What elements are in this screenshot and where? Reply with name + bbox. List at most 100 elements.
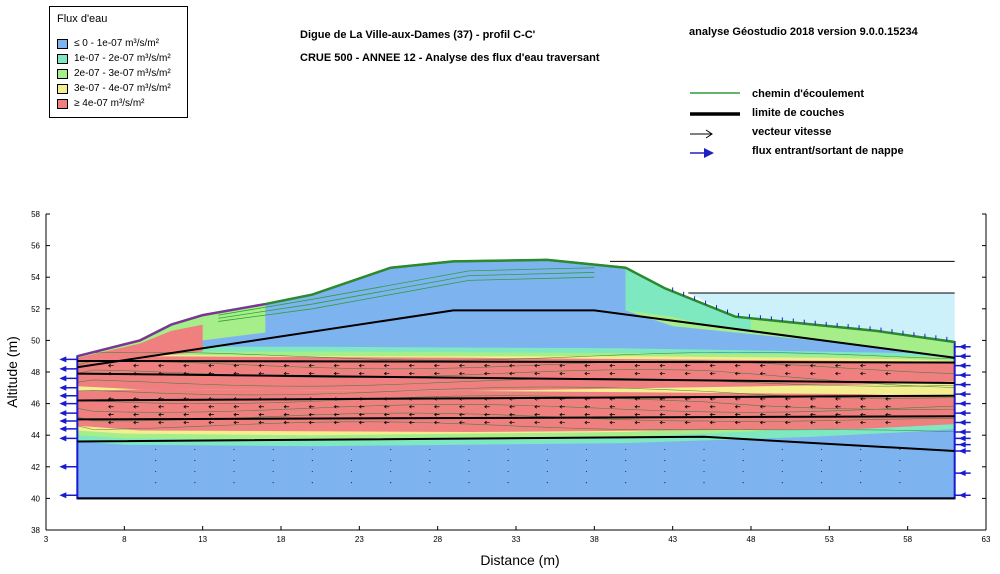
velocity-vector bbox=[459, 404, 465, 409]
velocity-vector bbox=[885, 371, 891, 376]
velocity-vector bbox=[459, 412, 465, 417]
velocity-dot bbox=[585, 482, 588, 484]
x-tick-label: 63 bbox=[982, 535, 991, 544]
velocity-dot bbox=[860, 448, 862, 451]
legend-title: Flux d'eau bbox=[57, 13, 108, 25]
velocity-vector bbox=[659, 420, 666, 425]
velocity-vector bbox=[283, 404, 290, 409]
velocity-vector bbox=[158, 363, 164, 368]
velocity-vector bbox=[684, 404, 691, 409]
velocity-vector bbox=[308, 420, 315, 425]
boundary-flux-arrow-head bbox=[958, 410, 966, 417]
velocity-vector bbox=[559, 363, 565, 368]
velocity-vector bbox=[734, 420, 741, 425]
velocity-vector bbox=[609, 404, 615, 409]
legend-label: 3e-07 - 4e-07 m³/s/m² bbox=[74, 83, 171, 94]
velocity-vector bbox=[258, 404, 265, 409]
velocity-vector bbox=[484, 404, 490, 409]
velocity-vector bbox=[634, 404, 641, 409]
x-tick-label: 48 bbox=[747, 535, 756, 544]
velocity-vector bbox=[208, 412, 214, 417]
velocity-vector bbox=[784, 412, 791, 417]
x-tick-label: 28 bbox=[433, 535, 442, 544]
velocity-dot bbox=[625, 459, 627, 462]
boundary-flux-arrow-head bbox=[59, 435, 67, 442]
legend-item: ≤ 0 - 1e-07 m³/s/m² bbox=[57, 37, 159, 50]
flow-path-symbol bbox=[690, 92, 740, 94]
velocity-vector bbox=[659, 371, 666, 376]
velocity-dot bbox=[468, 470, 470, 473]
legend-label: ≥ 4e-07 m³/s/m² bbox=[74, 98, 145, 109]
velocity-vector bbox=[433, 371, 440, 376]
x-tick-label: 38 bbox=[590, 535, 599, 544]
key-layer-limit: limite de couches bbox=[688, 107, 988, 123]
velocity-vector bbox=[759, 404, 766, 409]
y-tick-label: 46 bbox=[31, 400, 40, 409]
velocity-vector bbox=[759, 420, 766, 425]
velocity-vector bbox=[509, 363, 515, 368]
velocity-dot bbox=[781, 470, 783, 473]
velocity-vector bbox=[283, 412, 290, 417]
velocity-vector bbox=[133, 412, 139, 417]
velocity-vector bbox=[158, 420, 164, 425]
velocity-dot bbox=[507, 448, 509, 451]
velocity-vector bbox=[208, 363, 214, 368]
velocity-vector bbox=[860, 397, 866, 401]
velocity-vector bbox=[809, 404, 816, 409]
velocity-dot bbox=[311, 482, 313, 484]
velocity-dot bbox=[703, 470, 705, 473]
x-tick-label: 3 bbox=[44, 535, 49, 544]
velocity-vector bbox=[383, 363, 390, 368]
velocity-vector bbox=[183, 412, 189, 417]
velocity-vector bbox=[433, 404, 440, 409]
velocity-dot bbox=[742, 459, 744, 462]
velocity-vector bbox=[609, 363, 615, 368]
velocity-vector bbox=[534, 363, 540, 368]
velocity-vector bbox=[233, 363, 239, 368]
layer-lines bbox=[76, 258, 956, 500]
flow-path-line bbox=[77, 351, 955, 361]
velocity-vector bbox=[885, 420, 891, 425]
x-tick-label: 58 bbox=[903, 535, 912, 544]
velocity-dot bbox=[781, 448, 783, 451]
velocity-vector bbox=[283, 363, 290, 368]
velocity-dot bbox=[350, 482, 353, 484]
flow-path-line bbox=[218, 267, 595, 316]
velocity-dot bbox=[781, 482, 783, 484]
velocity-dot bbox=[703, 448, 705, 451]
flux-legend: Flux d'eau ≤ 0 - 1e-07 m³/s/m² 1e-07 - 2… bbox=[49, 6, 188, 118]
velocity-vector bbox=[484, 412, 490, 417]
velocity-vector bbox=[609, 420, 615, 425]
velocity-vector bbox=[484, 371, 490, 376]
velocity-vector bbox=[684, 363, 691, 368]
velocity-vector bbox=[835, 363, 841, 368]
velocity-vector bbox=[534, 371, 540, 376]
boundary-flux-arrow-head bbox=[59, 375, 67, 382]
velocity-vector bbox=[835, 371, 841, 376]
layer-limit-line bbox=[77, 372, 955, 385]
velocity-vector bbox=[459, 363, 465, 368]
legend-label: 1e-07 - 2e-07 m³/s/m² bbox=[74, 53, 171, 64]
velocity-vector bbox=[408, 404, 415, 409]
velocity-dot bbox=[272, 482, 274, 484]
velocity-vector bbox=[333, 363, 340, 368]
boundary-flux-arrow-head bbox=[958, 353, 966, 360]
axes: 3 8 13 18 23 28 33 38 43 48 53 58 633840424446485052… bbox=[31, 210, 991, 544]
velocity-vector bbox=[784, 363, 791, 368]
reservoir-water-area bbox=[688, 293, 955, 342]
x-tick-label: 33 bbox=[512, 535, 521, 544]
velocity-vector bbox=[684, 412, 691, 417]
layer-limit-line bbox=[77, 394, 955, 402]
velocity-dot bbox=[468, 448, 470, 451]
legend-item: 2e-07 - 3e-07 m³/s/m² bbox=[57, 67, 171, 80]
velocity-vector bbox=[809, 363, 816, 368]
velocity-dot bbox=[585, 459, 588, 462]
velocity-vector bbox=[333, 404, 340, 409]
velocity-dot bbox=[585, 470, 588, 473]
velocity-vector bbox=[358, 420, 365, 425]
velocity-vector bbox=[885, 397, 891, 401]
velocity-vector bbox=[233, 412, 239, 417]
y-axis-label: Altitude (m) bbox=[4, 336, 20, 408]
velocity-vector bbox=[860, 371, 866, 376]
